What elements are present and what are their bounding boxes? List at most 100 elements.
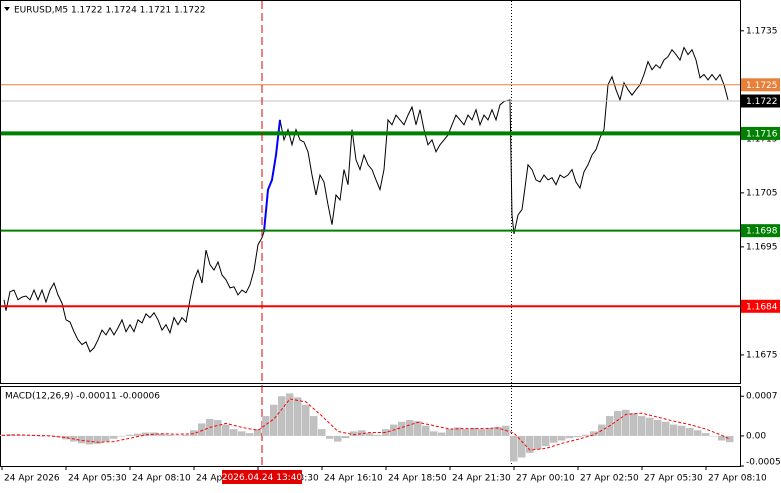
histogram-bar bbox=[558, 435, 566, 441]
histogram-bar bbox=[78, 435, 86, 444]
histogram-bar bbox=[686, 427, 694, 436]
histogram-bar bbox=[630, 413, 638, 436]
x-tick-label: 24 Apr 05:30 bbox=[68, 474, 127, 484]
histogram-bar bbox=[278, 396, 286, 436]
histogram-bar bbox=[38, 435, 46, 437]
histogram-bar bbox=[302, 404, 310, 436]
level-label-box bbox=[741, 94, 780, 108]
histogram-bar bbox=[590, 431, 598, 436]
level-label: 1.1725 bbox=[746, 81, 778, 91]
histogram-bar bbox=[446, 429, 454, 436]
level-label-box bbox=[741, 299, 780, 313]
histogram-bar bbox=[182, 434, 190, 436]
header-arrow bbox=[4, 7, 10, 11]
y-tick-label: 1.1695 bbox=[746, 242, 778, 252]
x-tick-label: 24 Apr 16:10 bbox=[324, 474, 383, 484]
histogram-bar bbox=[518, 435, 526, 458]
histogram-bar bbox=[670, 424, 678, 436]
x-tick-label: 27 Apr 00:10 bbox=[516, 474, 575, 484]
level-label: 1.1684 bbox=[746, 302, 778, 312]
x-tick-label: 24 Apr 2026 bbox=[4, 474, 60, 484]
level-label: 1.1722 bbox=[746, 97, 778, 107]
x-tick-label: 24 Apr 18:50 bbox=[388, 474, 447, 484]
histogram-bar bbox=[366, 433, 374, 436]
histogram-bar bbox=[654, 420, 662, 436]
histogram-bar bbox=[318, 429, 326, 436]
histogram-bar bbox=[174, 435, 182, 436]
histogram-bar bbox=[134, 433, 142, 436]
histogram-bar bbox=[710, 435, 718, 437]
histogram-bar bbox=[422, 425, 430, 436]
histogram-bar bbox=[334, 435, 342, 442]
histogram-bar bbox=[118, 435, 126, 437]
histogram-bar bbox=[198, 423, 206, 436]
price-line bbox=[3, 46, 729, 353]
level-label-box bbox=[741, 224, 780, 238]
histogram-bar bbox=[102, 435, 110, 442]
histogram-bar bbox=[614, 410, 622, 436]
histogram-bar bbox=[214, 420, 222, 436]
histogram-bar bbox=[534, 435, 542, 450]
histogram-bar bbox=[270, 404, 278, 436]
x-tick-label: 27 Apr 02:50 bbox=[580, 474, 639, 484]
histogram-bar bbox=[166, 434, 174, 436]
histogram-bar bbox=[462, 429, 470, 436]
histogram-bar bbox=[478, 429, 486, 436]
histogram-bar bbox=[86, 435, 94, 445]
histogram-bar bbox=[494, 426, 502, 436]
histogram-bar bbox=[574, 435, 582, 438]
histogram-bar bbox=[158, 433, 166, 436]
histogram-bar bbox=[14, 434, 22, 436]
histogram-bar bbox=[486, 427, 494, 436]
histogram-bar bbox=[526, 435, 534, 453]
histogram-bar bbox=[190, 430, 198, 436]
histogram-bar bbox=[718, 435, 726, 441]
x-tick-label: 24 Apr 08:10 bbox=[132, 474, 191, 484]
price-line bbox=[1, 398, 731, 451]
y-tick-label: 0.0007 bbox=[746, 392, 778, 402]
level-label: 1.1698 bbox=[746, 227, 778, 237]
histogram-bar bbox=[430, 431, 438, 436]
crosshair-label-box bbox=[222, 470, 302, 484]
histogram-bar bbox=[406, 420, 414, 436]
histogram-bar bbox=[142, 432, 150, 436]
level-label-box bbox=[741, 126, 780, 140]
histogram-bar bbox=[646, 417, 654, 436]
histogram-bar bbox=[358, 430, 366, 436]
histogram-bar bbox=[294, 397, 302, 436]
histogram-bar bbox=[678, 425, 686, 436]
histogram-bar bbox=[62, 435, 70, 440]
y-tick-label: 1.1675 bbox=[746, 350, 778, 360]
histogram-bar bbox=[262, 416, 270, 436]
histogram-bar bbox=[694, 430, 702, 436]
price-line bbox=[263, 119, 281, 232]
histogram-bar bbox=[454, 427, 462, 436]
histogram-bar bbox=[638, 416, 646, 436]
histogram-bar bbox=[310, 416, 318, 436]
histogram-bar bbox=[702, 433, 710, 436]
histogram-bar bbox=[126, 434, 134, 436]
histogram-bar bbox=[662, 421, 670, 436]
histogram-bar bbox=[222, 424, 230, 436]
y-tick-label: 1.1735 bbox=[746, 26, 778, 36]
histogram-bar bbox=[94, 435, 102, 444]
y-tick-label: 1.1705 bbox=[746, 188, 778, 198]
histogram-bar bbox=[510, 435, 518, 462]
histogram-bar bbox=[286, 393, 294, 436]
y-tick-label: 0.00 bbox=[746, 431, 766, 441]
level-label: 1.1716 bbox=[746, 129, 778, 139]
histogram-bar bbox=[342, 435, 350, 439]
histogram-bar bbox=[414, 421, 422, 436]
x-tick-label: 27 Apr 05:30 bbox=[644, 474, 703, 484]
histogram-bar bbox=[374, 434, 382, 436]
histogram-bar bbox=[438, 432, 446, 436]
chart-header: EURUSD,M5 1.1722 1.1724 1.1721 1.1722 bbox=[14, 6, 206, 16]
histogram-bar bbox=[566, 435, 574, 439]
y-tick-label: -0.00053 bbox=[746, 458, 781, 468]
histogram-bar bbox=[326, 435, 334, 439]
histogram-bar bbox=[398, 421, 406, 436]
histogram-bar bbox=[582, 434, 590, 436]
main-panel-frame bbox=[0, 0, 741, 384]
